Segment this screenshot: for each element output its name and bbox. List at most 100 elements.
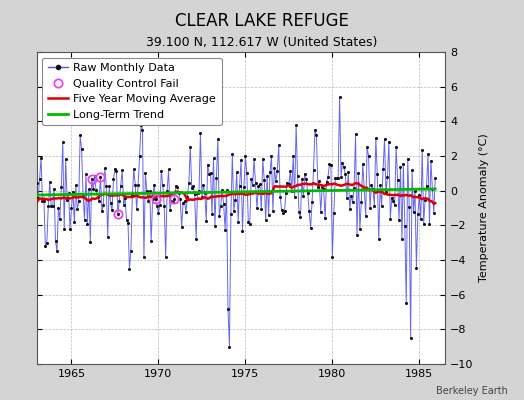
Point	[93, 194, 102, 200]
Point	[335, 94, 344, 100]
Point	[299, 193, 308, 200]
Point	[430, 210, 438, 216]
Point	[110, 176, 118, 182]
Point	[309, 167, 318, 173]
Point	[341, 171, 350, 178]
Point	[343, 195, 351, 201]
Point	[282, 190, 290, 196]
Point	[72, 182, 80, 188]
Point	[285, 181, 293, 188]
Point	[399, 161, 408, 168]
Point	[118, 167, 126, 173]
Point	[250, 156, 258, 163]
Point	[137, 122, 145, 128]
Point	[315, 178, 323, 184]
Point	[339, 160, 347, 166]
Point	[92, 187, 100, 193]
Point	[78, 146, 86, 152]
Point	[195, 188, 203, 194]
Point	[256, 181, 264, 188]
Point	[114, 211, 122, 217]
Point	[237, 157, 245, 163]
Point	[369, 186, 377, 192]
Point	[246, 221, 254, 227]
Point	[176, 195, 184, 202]
Point	[218, 186, 226, 193]
Point	[363, 144, 372, 150]
Point	[174, 190, 183, 196]
Point	[362, 213, 370, 219]
Point	[70, 219, 79, 226]
Point	[388, 194, 396, 201]
Point	[235, 183, 244, 190]
Point	[96, 174, 105, 180]
Point	[144, 197, 152, 204]
Point	[115, 198, 124, 204]
Point	[257, 206, 266, 212]
Point	[88, 175, 96, 182]
Point	[254, 183, 263, 189]
Point	[420, 221, 428, 227]
Point	[163, 188, 171, 194]
Point	[32, 180, 41, 186]
Point	[326, 162, 335, 168]
Point	[220, 201, 228, 208]
Point	[379, 166, 387, 172]
Point	[224, 305, 232, 312]
Point	[42, 240, 51, 246]
Point	[288, 188, 296, 194]
Point	[233, 169, 241, 176]
Point	[150, 181, 158, 188]
Point	[373, 171, 381, 178]
Point	[216, 203, 225, 209]
Point	[340, 164, 348, 170]
Point	[408, 167, 416, 174]
Point	[352, 131, 360, 137]
Point	[425, 221, 434, 227]
Point	[148, 195, 157, 202]
Point	[89, 186, 97, 192]
Point	[231, 196, 239, 203]
Point	[350, 185, 358, 191]
Point	[157, 168, 166, 174]
Point	[331, 175, 340, 181]
Point	[377, 203, 386, 209]
Point	[104, 234, 112, 240]
Text: Berkeley Earth: Berkeley Earth	[436, 386, 508, 396]
Point	[169, 199, 177, 206]
Point	[141, 170, 149, 177]
Point	[101, 165, 109, 172]
Point	[243, 170, 251, 176]
Point	[263, 172, 271, 179]
Point	[129, 166, 138, 172]
Point	[311, 127, 319, 133]
Point	[97, 208, 106, 215]
Text: 39.100 N, 112.617 W (United States): 39.100 N, 112.617 W (United States)	[146, 36, 378, 49]
Point	[270, 165, 279, 171]
Point	[402, 300, 410, 306]
Point	[46, 178, 54, 185]
Point	[308, 198, 316, 205]
Point	[412, 265, 421, 271]
Point	[95, 198, 103, 204]
Point	[135, 153, 144, 159]
Point	[252, 180, 260, 186]
Point	[258, 156, 267, 163]
Point	[296, 214, 304, 220]
Point	[345, 206, 354, 212]
Point	[36, 176, 44, 182]
Point	[105, 183, 113, 189]
Point	[146, 188, 154, 194]
Point	[51, 238, 60, 244]
Point	[147, 238, 156, 245]
Point	[143, 188, 151, 194]
Point	[111, 166, 119, 172]
Point	[385, 139, 393, 145]
Point	[140, 254, 148, 260]
Point	[302, 176, 310, 183]
Point	[190, 191, 199, 198]
Point	[179, 200, 187, 206]
Point	[322, 179, 331, 185]
Point	[330, 210, 338, 216]
Point	[415, 192, 423, 198]
